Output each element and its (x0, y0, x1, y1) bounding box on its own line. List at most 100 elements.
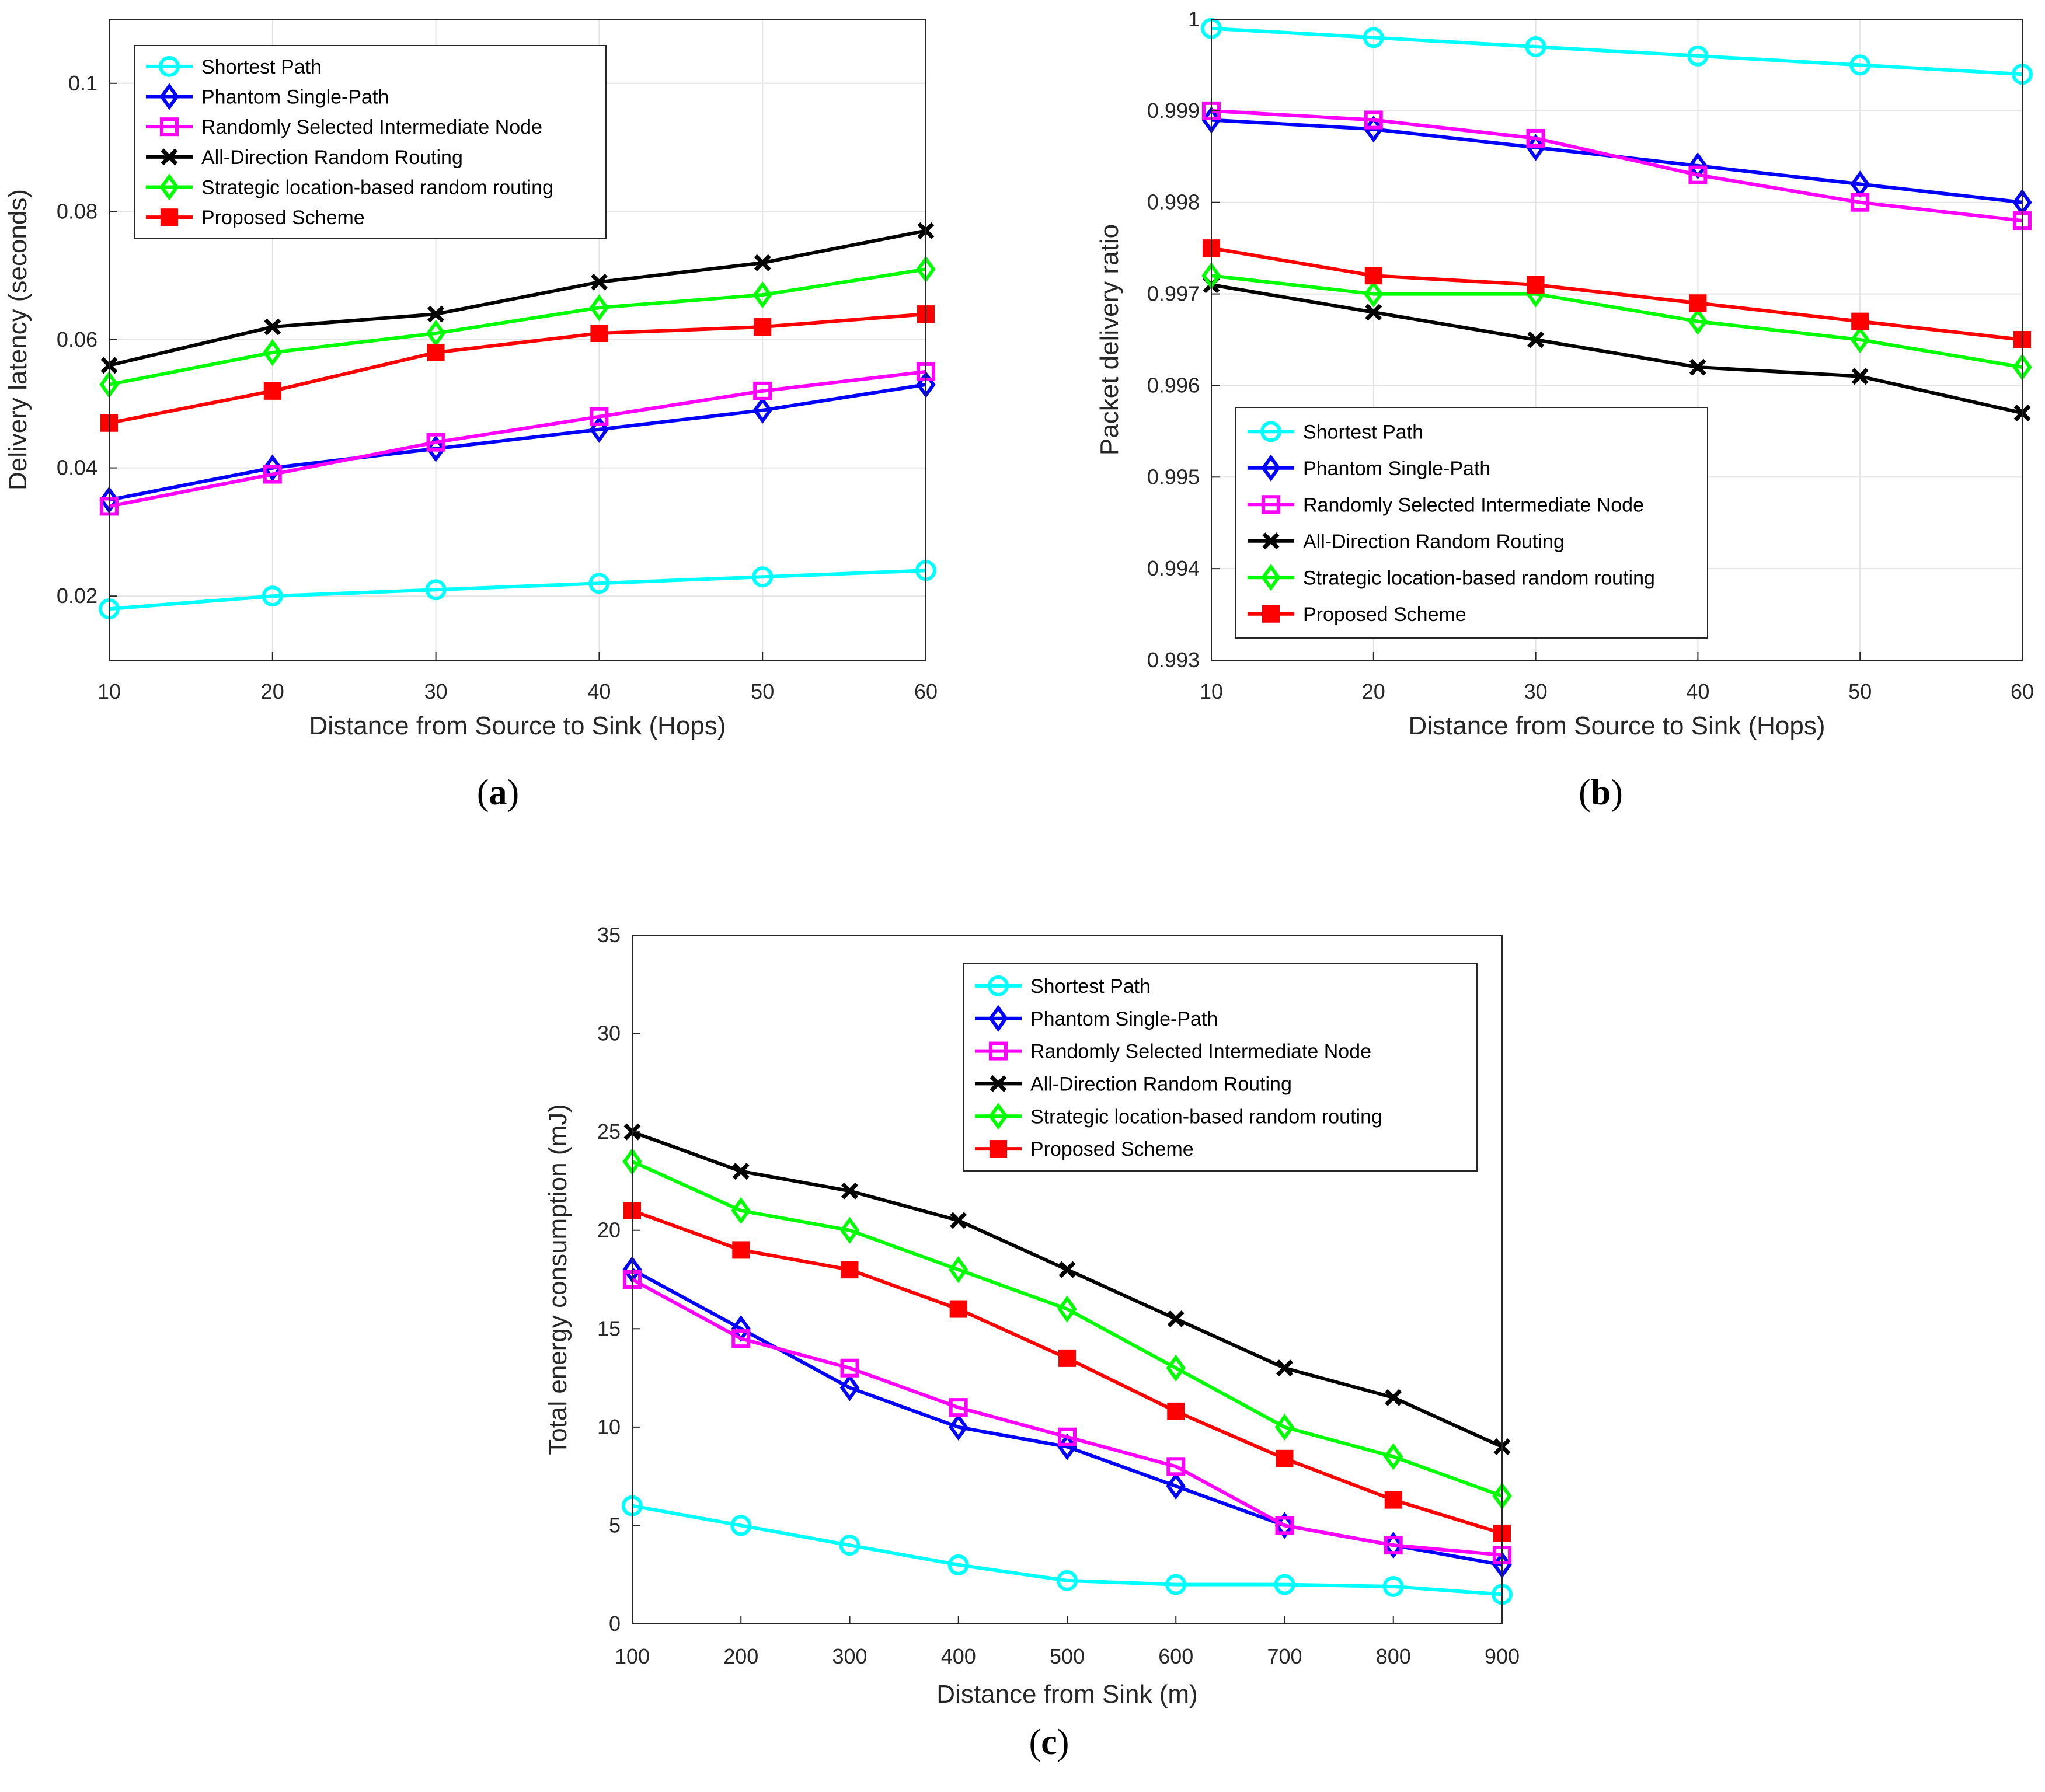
x-axis-label: Distance from Source to Sink (Hops) (309, 712, 726, 740)
data-point (1687, 45, 1709, 67)
y-tick-label: 0.998 (1147, 190, 1200, 214)
data-point (1364, 116, 1384, 143)
y-tick-label: 25 (597, 1120, 621, 1143)
caption-open-paren: ( (477, 773, 489, 813)
y-tick-label: 5 (609, 1513, 621, 1537)
legend-entry: Strategic location-based random routing (146, 173, 553, 201)
data-point (752, 566, 774, 588)
legend-entry: Proposed Scheme (975, 1138, 1194, 1160)
legend-label: Randomly Selected Intermediate Node (1030, 1041, 1371, 1063)
data-point (426, 433, 445, 452)
data-point (263, 465, 282, 484)
data-point (949, 1398, 968, 1417)
legend-entry: All-Direction Random Routing (1248, 531, 1565, 553)
data-point (730, 1515, 752, 1536)
legend-marker (160, 117, 179, 137)
y-tick-label: 30 (597, 1021, 621, 1045)
legend-entry: Shortest Path (975, 975, 1151, 998)
legend-label: Randomly Selected Intermediate Node (201, 116, 542, 138)
subfigure-caption: (b) (1579, 773, 1623, 813)
data-point (588, 573, 610, 594)
legend-entry: Phantom Single-Path (146, 83, 389, 110)
legend-marker (159, 173, 179, 201)
legend-marker (990, 1140, 1007, 1158)
caption-close-paren: ) (1057, 1723, 1069, 1762)
legend-marker (159, 55, 180, 77)
data-point (1274, 1413, 1295, 1441)
x-tick-label: 200 (723, 1644, 758, 1668)
data-point (1365, 304, 1382, 321)
y-tick-label: 0.993 (1147, 648, 1200, 672)
data-point (1851, 312, 1869, 330)
data-point (263, 339, 283, 367)
x-tick-label: 30 (1524, 679, 1548, 703)
legend-label: Proposed Scheme (201, 207, 365, 229)
legend-entry: Shortest Path (1248, 421, 1423, 443)
legend-label: Shortest Path (201, 56, 322, 78)
legend-label: All-Direction Random Routing (1303, 531, 1565, 553)
legend-entry: All-Direction Random Routing (975, 1073, 1292, 1095)
y-tick-label: 0.02 (57, 584, 97, 608)
data-point (732, 1241, 750, 1259)
x-tick-label: 600 (1158, 1644, 1193, 1668)
legend-marker (1262, 605, 1280, 623)
legend-marker (159, 83, 179, 110)
x-tick-label: 700 (1267, 1644, 1302, 1668)
legend-label: Phantom Single-Path (201, 86, 389, 109)
y-tick-label: 20 (597, 1218, 621, 1242)
y-tick-label: 0.995 (1147, 465, 1200, 489)
data-point (1688, 165, 1708, 184)
data-point (950, 1212, 967, 1229)
data-point (1384, 1536, 1403, 1555)
data-point (263, 382, 281, 400)
legend-marker (1262, 532, 1280, 550)
x-tick-label: 30 (424, 679, 448, 703)
x-tick-label: 300 (832, 1644, 867, 1668)
y-tick-label: 0.999 (1147, 99, 1200, 123)
data-point (1364, 267, 1382, 285)
caption-letter: a (489, 773, 507, 813)
x-tick-label: 50 (1848, 679, 1872, 703)
legend-entry: Randomly Selected Intermediate Node (975, 1041, 1371, 1063)
legend-box (134, 45, 607, 239)
legend-entry: Strategic location-based random routing (1248, 564, 1655, 591)
series-line (631, 1278, 1503, 1557)
data-point (1364, 110, 1383, 130)
data-point (1058, 1261, 1076, 1278)
x-tick-label: 40 (587, 679, 611, 703)
legend-label: Proposed Scheme (1030, 1138, 1194, 1160)
legend-entry: Randomly Selected Intermediate Node (146, 116, 542, 138)
data-point (949, 1256, 968, 1284)
data-point (1384, 1532, 1403, 1559)
series-line (632, 1504, 1503, 1596)
x-tick-label: 900 (1485, 1644, 1520, 1668)
x-axis-label: Distance from Sink (m) (936, 1680, 1197, 1709)
series-line (1211, 246, 2023, 341)
x-axis-label: Distance from Source to Sink (Hops) (1408, 712, 1825, 740)
legend-box (963, 963, 1478, 1172)
data-point (732, 1163, 750, 1180)
data-point (1058, 1427, 1077, 1446)
legend-entry: Proposed Scheme (1248, 604, 1466, 626)
data-point (754, 318, 772, 336)
legend-marker (1260, 421, 1281, 442)
data-point (1276, 1449, 1294, 1467)
legend-entry: Phantom Single-Path (1248, 454, 1490, 482)
data-point (752, 281, 772, 309)
data-point (949, 1300, 967, 1318)
series-line (1211, 283, 2023, 415)
data-point (1850, 326, 1870, 354)
chart-b: 10 20 30 40 50 60 0.993 0.994 0.995 0.996 0.997 0.9… (1095, 7, 2034, 813)
data-point (731, 1329, 751, 1348)
x-tick-label: 10 (1200, 679, 1223, 703)
chart-a: 10 20 30 40 50 60 0.02 0.04 0.06 0.08 0.1 Distance … (4, 19, 938, 813)
legend: Shortest Path Phantom Single-Path Randomly… (1235, 407, 1708, 639)
legend-label: Shortest Path (1303, 421, 1423, 443)
legend-marker (988, 1005, 1008, 1032)
data-point (1166, 1354, 1186, 1382)
x-tick-label: 10 (97, 679, 121, 703)
data-point (1384, 1491, 1402, 1509)
data-point (1525, 134, 1546, 161)
legend-label: All-Direction Random Routing (201, 147, 463, 169)
data-point (1364, 280, 1384, 308)
